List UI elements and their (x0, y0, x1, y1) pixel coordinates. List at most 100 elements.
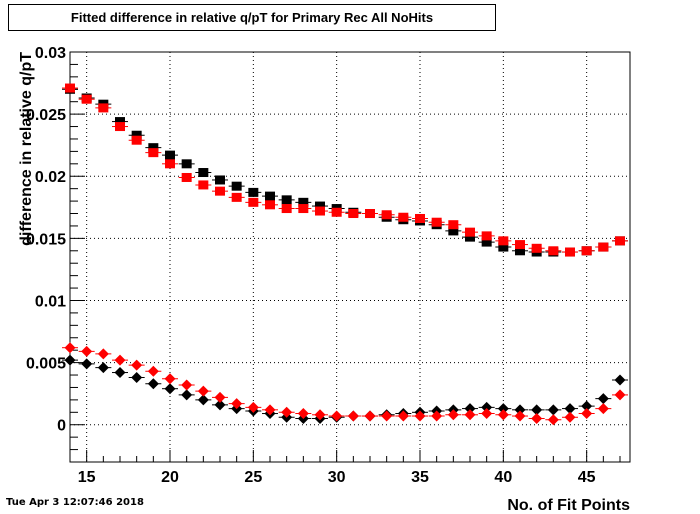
data-point-diamond (497, 409, 509, 421)
data-point-square (181, 172, 192, 182)
data-point-diamond (97, 362, 109, 374)
data-point-diamond (64, 342, 76, 354)
x-tick-label: 45 (578, 469, 596, 486)
y-tick-label: 0.015 (26, 231, 66, 248)
data-point-square (565, 247, 575, 257)
data-point-diamond (181, 379, 193, 391)
data-point-square (281, 204, 292, 214)
data-point-square (131, 130, 142, 140)
data-point-diamond (297, 408, 309, 420)
data-point-square (331, 207, 342, 217)
data-point-square (515, 240, 525, 250)
data-point-square (98, 103, 109, 113)
data-point-diamond (131, 372, 143, 384)
data-point-diamond (231, 398, 243, 410)
x-axis-label: No. of Fit Points (507, 497, 630, 514)
data-point-diamond (581, 400, 593, 412)
data-point-diamond (64, 354, 76, 366)
data-point-diamond (547, 414, 559, 426)
data-point-square (515, 246, 525, 256)
data-point-diamond (614, 374, 626, 386)
data-point-square (215, 186, 225, 196)
data-point-square (531, 243, 542, 253)
data-point-diamond (564, 411, 576, 423)
data-point-square (131, 135, 142, 145)
data-point-square (381, 210, 392, 220)
x-tick-label: 40 (494, 469, 512, 486)
data-point-square (298, 197, 309, 207)
data-point-square (448, 220, 459, 230)
data-point-diamond (164, 373, 176, 385)
data-point-diamond (314, 409, 326, 421)
data-point-diamond (614, 389, 626, 401)
data-point-square (231, 181, 242, 191)
data-point-diamond (114, 367, 126, 379)
data-point-square (498, 236, 509, 246)
data-point-square (265, 191, 275, 201)
y-tick-label: 0.02 (35, 169, 66, 186)
x-tick-label: 15 (78, 469, 96, 486)
data-point-square (115, 117, 125, 127)
data-point-square (615, 236, 625, 246)
data-point-square (148, 148, 159, 158)
plot-frame (69, 51, 631, 463)
data-point-diamond (564, 403, 576, 415)
data-point-square (298, 204, 309, 214)
data-point-square (581, 246, 592, 256)
data-point-diamond (197, 385, 209, 397)
data-point-diamond (464, 409, 476, 421)
data-point-diamond (131, 359, 143, 371)
data-point-diamond (464, 403, 476, 415)
data-point-diamond (81, 345, 93, 357)
x-tick-label: 20 (161, 469, 179, 486)
data-point-diamond (597, 393, 609, 405)
data-point-diamond (414, 410, 426, 422)
data-point-diamond (214, 391, 226, 403)
data-point-diamond (164, 383, 176, 395)
data-point-diamond (147, 365, 159, 377)
data-point-square (481, 231, 492, 241)
data-point-square (431, 217, 442, 227)
grid-lines (70, 51, 630, 462)
data-point-diamond (581, 408, 593, 420)
x-tick-label: 30 (328, 469, 346, 486)
data-point-diamond (531, 413, 543, 425)
tick-labels: 15 20 25 30 35 40 45 0 0.005 0.01 0.015 0.02 0.025 0.… (26, 45, 596, 486)
data-point-diamond (597, 403, 609, 415)
y-tick-label: 0.005 (26, 356, 66, 373)
data-point-diamond (381, 410, 393, 422)
data-point-square (181, 159, 192, 169)
data-point-square (215, 175, 225, 185)
data-point-square (115, 122, 125, 132)
data-point-diamond (531, 404, 543, 416)
axis-ticks (69, 51, 621, 462)
data-point-diamond (114, 354, 126, 366)
data-point-diamond (431, 410, 443, 422)
data-point-square (348, 209, 359, 219)
data-point-square (198, 180, 209, 190)
data-point-square (315, 201, 325, 211)
data-point-square (248, 187, 259, 197)
data-point-diamond (214, 399, 226, 411)
data-point-diamond (481, 401, 493, 413)
data-point-square (415, 213, 425, 223)
data-point-diamond (181, 389, 193, 401)
data-point-diamond (447, 409, 459, 421)
data-point-diamond (481, 408, 493, 420)
data-point-diamond (281, 406, 293, 418)
chart-title: Fitted difference in relative q/pT for P… (8, 4, 496, 31)
data-point-square (315, 206, 325, 216)
data-point-square (265, 200, 275, 210)
timestamp: Tue Apr 3 12:07:46 2018 (6, 497, 144, 508)
data-point-square (481, 237, 492, 247)
data-point-diamond (331, 410, 343, 422)
data-point-diamond (497, 403, 509, 415)
data-point-square (65, 83, 75, 93)
y-tick-label: 0.025 (26, 107, 66, 124)
data-point-diamond (264, 404, 276, 416)
data-point-square (248, 197, 259, 207)
data-point-diamond (247, 401, 259, 413)
data-point-diamond (364, 410, 376, 422)
y-axis-label: difference in relative q/pT (18, 52, 35, 246)
